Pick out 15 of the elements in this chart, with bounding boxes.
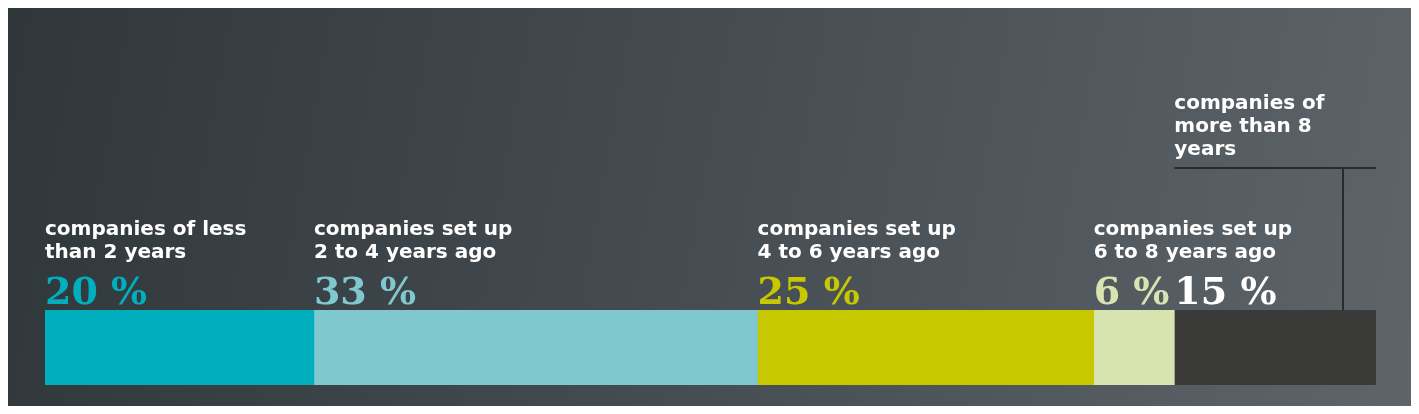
data-label: 25 % xyxy=(757,268,860,313)
bar xyxy=(313,310,758,385)
text: companies of more than 8 years xyxy=(1174,90,1325,161)
text: companies of less than 2 years xyxy=(45,216,247,264)
bar xyxy=(1093,310,1175,385)
data-label: 6 % xyxy=(1093,268,1170,313)
bar xyxy=(757,310,1094,385)
data-label: 33 % xyxy=(313,268,417,313)
data-label: 15 % xyxy=(1174,268,1277,313)
text: companies set up 6 to 8 years ago xyxy=(1093,216,1292,264)
bar xyxy=(45,310,315,385)
text: companies set up 4 to 6 years ago xyxy=(757,216,956,264)
bar xyxy=(1174,310,1376,385)
data-label: 20 % xyxy=(45,268,148,313)
text: companies set up 2 to 4 years ago xyxy=(313,216,513,264)
